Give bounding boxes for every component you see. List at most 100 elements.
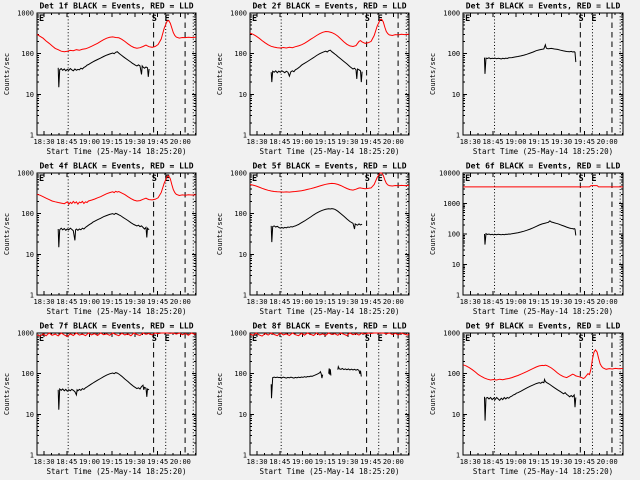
plot-title: Det 1f BLACK = Events, RED = LLD	[39, 2, 193, 11]
marker-label-e: E	[378, 334, 383, 344]
subplot-det-1f: 18:30 18:45 19:00 19:15 19:30 19:45 20:00 1 10 10…	[0, 0, 213, 160]
x-tick-label: 20:00	[170, 458, 191, 466]
x-tick-label: 19:45	[147, 458, 168, 466]
y-tick-label: 10	[239, 91, 247, 99]
axes	[462, 332, 624, 456]
y-tick-label: 1	[30, 292, 34, 300]
subplot-det-3f: 18:30 18:45 19:00 19:15 19:30 19:45 20:00 1 10 10…	[426, 0, 640, 160]
x-tick-label: 19:30	[551, 137, 572, 146]
x-tick-label: 19:30	[337, 298, 358, 306]
x-tick-label: 20:00	[383, 138, 404, 146]
x-tick-label: 19:30	[337, 458, 358, 466]
x-tick-label: 19:45	[574, 297, 595, 306]
subplot-det-8f: 18:30 18:45 19:00 19:15 19:30 19:45 20:00 1 10 10…	[213, 320, 426, 480]
axes	[249, 12, 410, 136]
x-axis-label: Start Time (25-May-14 18:25:20)	[473, 467, 613, 476]
x-tick-label: 19:30	[337, 138, 358, 146]
x-tick-label: 19:15	[315, 138, 336, 146]
det-8f-lld-line	[249, 332, 410, 337]
x-tick-label: 19:45	[147, 298, 168, 306]
y-tick-label: 1000	[17, 170, 34, 178]
axes	[249, 172, 410, 296]
subplot-det-6f: 18:30 18:45 19:00 19:15 19:30 19:45 20:00 1 10 10…	[426, 160, 640, 320]
det-2f-events-line	[270, 49, 363, 83]
x-tick-label: 19:15	[315, 458, 336, 466]
subplot-det-7f: 18:30 18:45 19:00 19:15 19:30 19:45 20:00 1 10 10…	[0, 320, 213, 480]
plot-title: Det 6f BLACK = Events, RED = LLD	[466, 162, 621, 171]
plot-title: Det 8f BLACK = Events, RED = LLD	[252, 322, 406, 331]
y-axis-label: Counts/sec	[216, 373, 224, 415]
x-tick-label: 19:00	[505, 297, 526, 306]
marker-label-e: E	[252, 14, 257, 24]
x-tick-label: 19:15	[528, 457, 549, 466]
y-tick-label: 100	[447, 369, 460, 378]
y-tick-label: 1	[456, 291, 460, 300]
det-4f-lld-line	[36, 175, 197, 206]
x-tick-label: 20:00	[597, 137, 618, 146]
marker-label-s: S	[152, 14, 157, 24]
x-tick-label: 19:30	[124, 458, 145, 466]
marker-label-s: S	[365, 174, 370, 184]
axes	[249, 332, 410, 456]
plot-title: Det 5f BLACK = Events, RED = LLD	[252, 162, 406, 171]
det-2f-lld-line	[249, 18, 410, 49]
det-6f-events-line	[483, 220, 577, 245]
x-axis-label: Start Time (25-May-14 18:25:20)	[473, 147, 613, 156]
axes	[462, 12, 624, 136]
x-axis-label: Start Time (25-May-14 18:25:20)	[47, 147, 187, 156]
y-axis-label: Counts/sec	[3, 53, 11, 95]
det-9f-canvas: 18:30 18:45 19:00 19:15 19:30 19:45 20:00 1 10 10…	[428, 322, 624, 476]
x-tick-label: 19:45	[360, 298, 381, 306]
y-tick-label: 1	[30, 132, 34, 140]
y-tick-label: 1	[243, 132, 247, 140]
x-tick-label: 18:30	[34, 138, 55, 146]
marker-label-e: E	[39, 14, 44, 24]
x-tick-label: 18:45	[269, 298, 290, 306]
subplot-det-5f: 18:30 18:45 19:00 19:15 19:30 19:45 20:00 1 10 10…	[213, 160, 426, 320]
marker-label-s: S	[365, 334, 370, 344]
x-tick-label: 20:00	[383, 458, 404, 466]
marker-label-s: S	[579, 334, 584, 344]
x-tick-label: 19:15	[102, 458, 123, 466]
x-tick-label: 19:00	[505, 457, 526, 466]
x-tick-label: 20:00	[597, 457, 618, 466]
y-tick-label: 1000	[230, 10, 247, 18]
x-tick-label: 19:30	[551, 457, 572, 466]
x-tick-label: 20:00	[170, 298, 191, 306]
x-tick-label: 19:00	[79, 298, 100, 306]
det-1f-lld-line	[36, 20, 197, 53]
subplot-det-9f: 18:30 18:45 19:00 19:15 19:30 19:45 20:00 1 10 10…	[426, 320, 640, 480]
marker-label-e: E	[165, 334, 170, 344]
marker-label-e: E	[591, 334, 596, 344]
axes	[462, 172, 624, 296]
y-tick-label: 1000	[230, 330, 247, 338]
x-tick-label: 18:45	[483, 457, 504, 466]
y-tick-label: 10000	[439, 169, 460, 178]
x-tick-label: 18:45	[56, 458, 77, 466]
marker-label-s: S	[579, 174, 584, 184]
x-tick-label: 19:00	[292, 298, 313, 306]
det-7f-lld-line	[36, 332, 197, 338]
y-tick-label: 100	[21, 50, 34, 58]
plot-title: Det 7f BLACK = Events, RED = LLD	[39, 322, 193, 331]
x-axis-label: Start Time (25-May-14 18:25:20)	[47, 307, 187, 316]
plot-title: Det 4f BLACK = Events, RED = LLD	[39, 162, 193, 171]
x-tick-label: 19:00	[79, 458, 100, 466]
y-tick-label: 100	[447, 230, 460, 239]
x-tick-label: 19:15	[102, 138, 123, 146]
x-tick-label: 18:45	[56, 298, 77, 306]
marker-label-s: S	[365, 14, 370, 24]
y-tick-label: 100	[234, 210, 247, 218]
x-tick-label: 19:45	[574, 137, 595, 146]
x-tick-label: 19:00	[292, 458, 313, 466]
det-7f-events-line	[57, 372, 150, 410]
subplot-det-4f: 18:30 18:45 19:00 19:15 19:30 19:45 20:00 1 10 10…	[0, 160, 213, 320]
det-4f-canvas: 18:30 18:45 19:00 19:15 19:30 19:45 20:00 1 10 10…	[3, 162, 197, 316]
x-tick-label: 18:30	[34, 458, 55, 466]
det-1f-events-line	[57, 51, 150, 88]
det-5f-canvas: 18:30 18:45 19:00 19:15 19:30 19:45 20:00 1 10 10…	[216, 162, 410, 316]
x-tick-label: 19:00	[292, 138, 313, 146]
det-1f-canvas: 18:30 18:45 19:00 19:15 19:30 19:45 20:00 1 10 10…	[3, 2, 197, 156]
y-tick-label: 1	[30, 452, 34, 460]
